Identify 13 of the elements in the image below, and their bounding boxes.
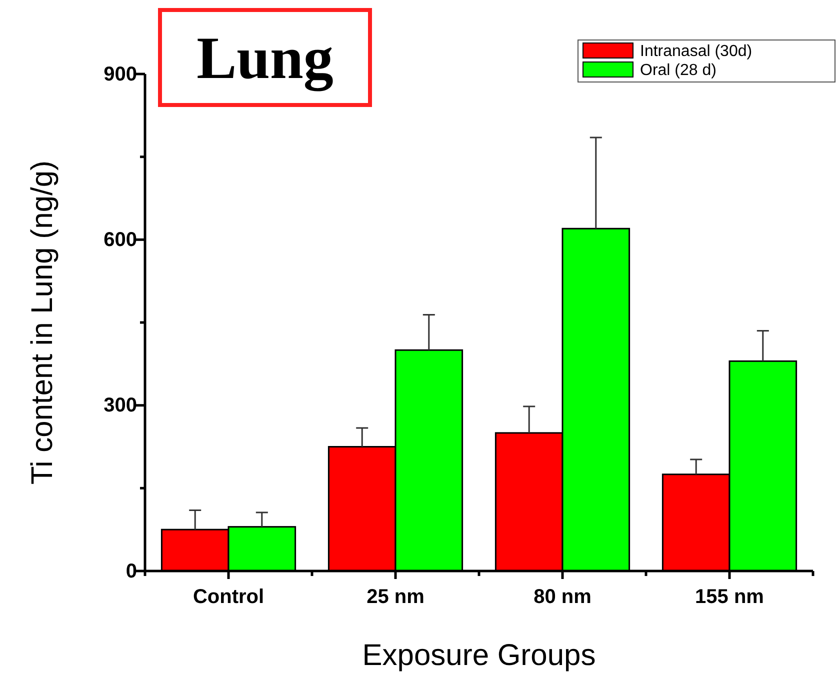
x-tick-label: 155 nm: [695, 586, 764, 608]
x-tick-label: Control: [192, 586, 264, 608]
x-tick-label: 80 nm: [534, 586, 592, 608]
y-tick-label: 0: [126, 560, 137, 582]
y-axis-title: Ti content in Lung (ng/g): [26, 160, 59, 485]
y-tick-label: 600: [104, 229, 137, 252]
legend-label: Oral (28 d): [640, 62, 716, 79]
x-axis-title: Exposure Groups: [362, 639, 596, 672]
legend-label: Intranasal (30d): [640, 43, 752, 60]
y-tick-label: 900: [104, 63, 137, 86]
chart-title: Lung: [196, 25, 334, 92]
x-tick-label: 25 nm: [366, 586, 424, 608]
y-tick-label: 300: [104, 394, 137, 417]
